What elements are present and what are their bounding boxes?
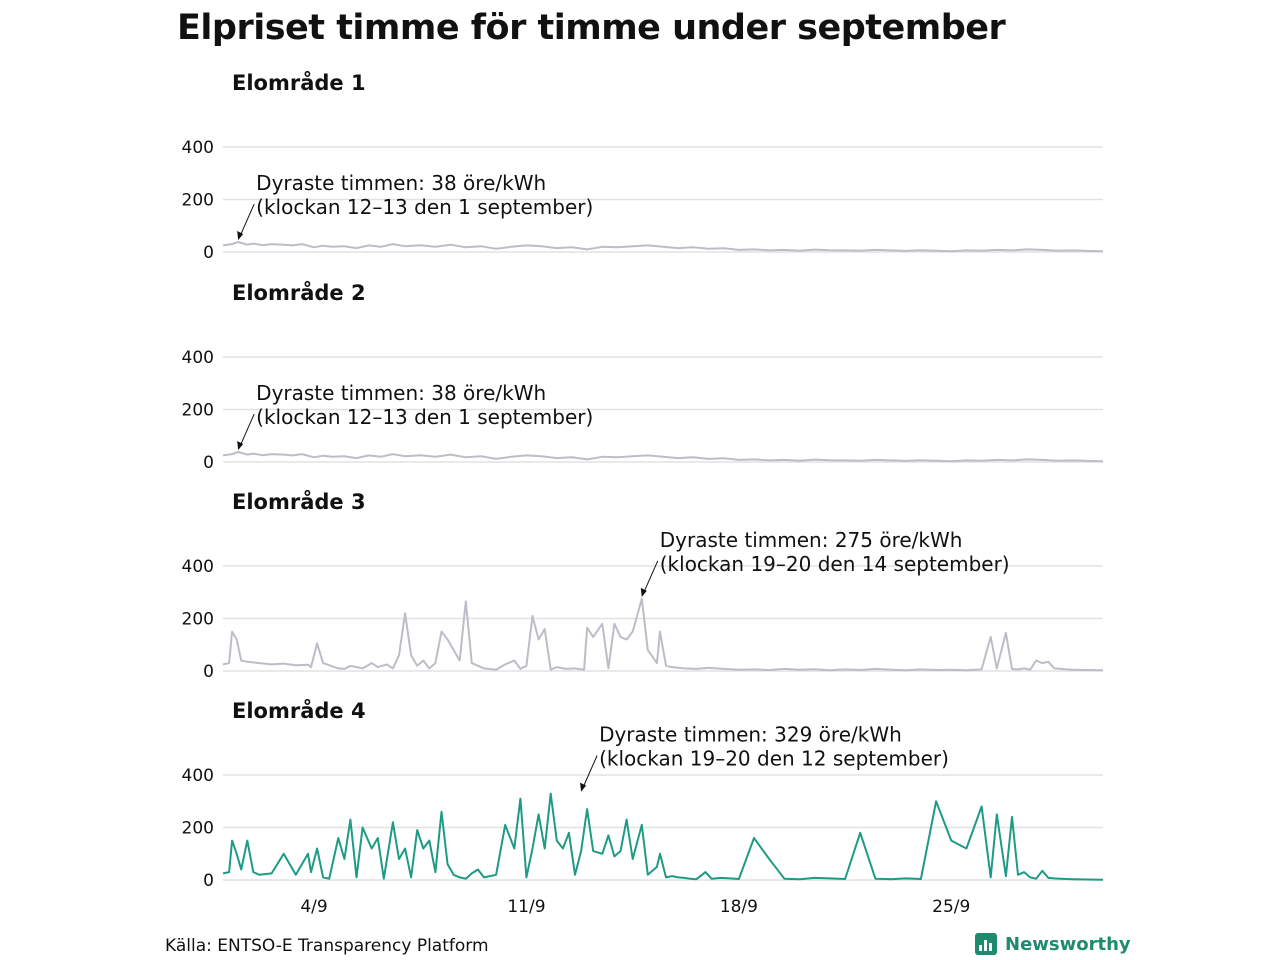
source-note: Källa: ENTSO-E Transparency Platform	[165, 936, 489, 956]
y-tick-label: 0	[203, 662, 214, 682]
y-tick-label: 200	[182, 610, 214, 630]
annotation-pointer	[642, 560, 659, 596]
y-tick-label: 0	[203, 871, 214, 891]
annotation-line2: (klockan 12–13 den 1 september)	[256, 195, 593, 219]
annotation-pointer	[238, 203, 255, 239]
panel-title: Elområde 4	[232, 698, 366, 723]
price-line	[222, 241, 1104, 253]
y-tick-label: 200	[182, 819, 214, 839]
brand-logo[interactable]: Newsworthy	[975, 933, 1131, 955]
annotation-pointer	[581, 755, 598, 790]
y-tick-label: 200	[182, 191, 214, 211]
y-tick-label: 0	[203, 243, 214, 263]
annotation-line2: (klockan 12–13 den 1 september)	[256, 405, 593, 429]
annotation-line1: Dyraste timmen: 38 öre/kWh	[256, 171, 546, 195]
brand-name: Newsworthy	[1005, 933, 1131, 955]
annotation-line2: (klockan 19–20 den 14 september)	[660, 552, 1010, 576]
price-line	[222, 451, 1104, 463]
annotation-line1: Dyraste timmen: 38 öre/kWh	[256, 381, 546, 405]
annotation-arrowhead	[237, 231, 244, 241]
x-tick-label: 11/9	[507, 897, 545, 917]
annotation-line2: (klockan 19–20 den 12 september)	[599, 747, 949, 771]
annotation-arrowhead	[237, 441, 244, 451]
y-tick-label: 400	[182, 557, 214, 577]
panel-title: Elområde 3	[232, 489, 366, 514]
annotation-line1: Dyraste timmen: 329 öre/kWh	[599, 723, 902, 747]
annotation-pointer	[238, 413, 255, 449]
y-tick-label: 0	[203, 453, 214, 473]
price-line	[222, 792, 1104, 881]
y-tick-label: 400	[182, 348, 214, 368]
y-tick-label: 200	[182, 401, 214, 421]
annotation-line1: Dyraste timmen: 275 öre/kWh	[660, 528, 963, 552]
chart-title: Elpriset timme för timme under september	[177, 8, 1006, 48]
bar-chart-logo-icon	[975, 933, 997, 955]
price-line	[222, 597, 1104, 672]
x-tick-label: 4/9	[300, 897, 327, 917]
x-tick-label: 25/9	[932, 897, 970, 917]
annotation-arrowhead	[640, 587, 647, 597]
y-tick-label: 400	[182, 138, 214, 158]
panel-title: Elområde 2	[232, 280, 366, 305]
panel-title: Elområde 1	[232, 70, 366, 95]
annotation-arrowhead	[580, 782, 587, 792]
y-tick-label: 400	[182, 766, 214, 786]
x-tick-label: 18/9	[720, 897, 758, 917]
